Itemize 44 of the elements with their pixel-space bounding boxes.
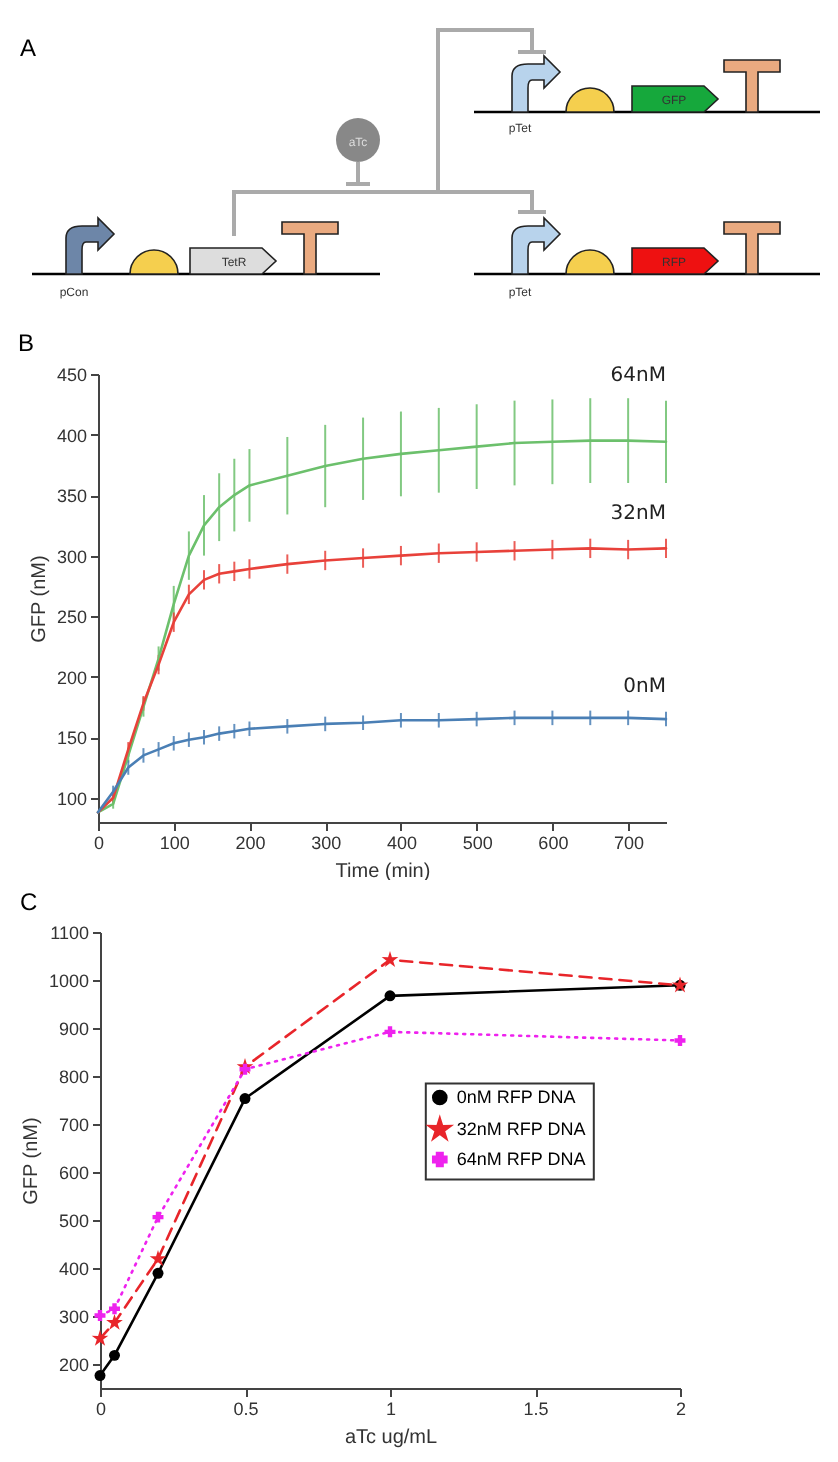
x-tick-label: 200 [235,833,266,853]
series-label: 0nM [623,675,666,698]
y-tick-label: 300 [58,1307,89,1327]
x-tick-label: 100 [159,833,190,853]
y-tick-label: 400 [58,1259,89,1279]
legend-label: 32nM RFP DNA [456,1119,586,1140]
y-tick-label: 300 [56,546,87,567]
x-tick-label: 500 [462,833,493,853]
x-tick-label: 1 [385,1399,397,1419]
y-tick-label: 800 [58,1067,89,1087]
x-tick-label: 0 [93,833,105,853]
y-tick-label: 350 [56,486,87,507]
y-tick-label: 200 [56,667,87,688]
x-tick-label: 0 [95,1399,107,1419]
y-tick-label: 1000 [48,971,89,991]
y-tick-label: 700 [58,1115,89,1135]
series-label: 32nM [610,502,666,525]
y-tick-label: 150 [56,728,87,749]
x-tick-label: 400 [386,833,417,853]
y-tick-label: 500 [58,1211,89,1231]
legend-label: 0nM RFP DNA [456,1087,576,1108]
text: 64nM [610,364,666,387]
legend-label: 64nM RFP DNA [456,1149,586,1170]
x-tick-label: 300 [311,833,342,853]
y-tick-label: 450 [56,365,87,385]
x-tick-label: 700 [614,833,645,853]
y-tick-label: 1100 [50,923,89,943]
x-axis-title: aTc ug/mL [344,1427,438,1449]
y-tick-label: 200 [58,1355,89,1375]
y-tick-label: 250 [56,607,87,628]
x-tick-label: 0.5 [233,1399,259,1419]
x-tick-label: 2 [675,1399,687,1419]
y-tick-label: 600 [58,1163,89,1183]
x-axis-title: Time (min) [335,861,431,883]
x-tick-label: 1.5 [523,1399,549,1419]
chart-title: B [18,328,35,357]
y-tick-label: 100 [56,788,87,809]
y-axis-title: GFP (nM) [20,1117,43,1205]
y-tick-label: 900 [58,1019,89,1039]
chart-title: C [20,888,38,916]
x-tick-label: 600 [538,833,569,853]
y-axis-title: GFP (nM) [28,555,51,643]
text: A [20,34,37,62]
y-tick-label: 400 [56,425,87,446]
